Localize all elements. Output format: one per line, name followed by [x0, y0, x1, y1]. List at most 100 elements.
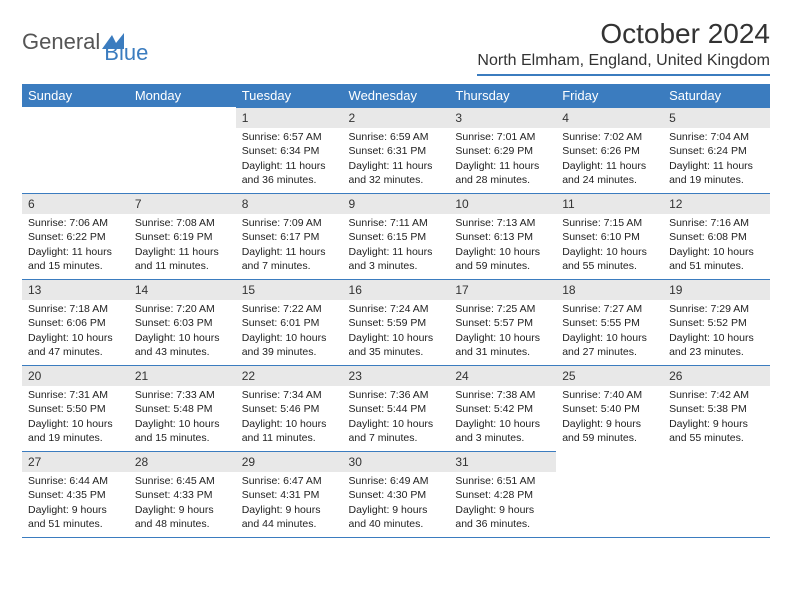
sunset-text: Sunset: 6:24 PM	[669, 144, 764, 158]
sunrise-text: Sunrise: 7:22 AM	[242, 302, 337, 316]
daylight-text: Daylight: 11 hours and 32 minutes.	[349, 159, 444, 187]
calendar-day-cell	[663, 451, 770, 537]
sunset-text: Sunset: 6:01 PM	[242, 316, 337, 330]
sunrise-text: Sunrise: 6:49 AM	[349, 474, 444, 488]
sunset-text: Sunset: 4:31 PM	[242, 488, 337, 502]
day-number: 9	[343, 193, 450, 214]
day-details: Sunrise: 7:06 AMSunset: 6:22 PMDaylight:…	[22, 214, 129, 277]
sunrise-text: Sunrise: 7:31 AM	[28, 388, 123, 402]
day-number: 24	[449, 365, 556, 386]
day-header: Friday	[556, 84, 663, 107]
daylight-text: Daylight: 11 hours and 24 minutes.	[562, 159, 657, 187]
sunset-text: Sunset: 4:35 PM	[28, 488, 123, 502]
daylight-text: Daylight: 9 hours and 36 minutes.	[455, 503, 550, 531]
sunset-text: Sunset: 6:29 PM	[455, 144, 550, 158]
sunrise-text: Sunrise: 7:27 AM	[562, 302, 657, 316]
day-details: Sunrise: 7:36 AMSunset: 5:44 PMDaylight:…	[343, 386, 450, 449]
day-number: 13	[22, 279, 129, 300]
calendar-table: Sunday Monday Tuesday Wednesday Thursday…	[22, 84, 770, 538]
day-details: Sunrise: 7:16 AMSunset: 6:08 PMDaylight:…	[663, 214, 770, 277]
calendar-day-cell: 13Sunrise: 7:18 AMSunset: 6:06 PMDayligh…	[22, 279, 129, 365]
daylight-text: Daylight: 10 hours and 19 minutes.	[28, 417, 123, 445]
calendar-day-cell: 4Sunrise: 7:02 AMSunset: 6:26 PMDaylight…	[556, 107, 663, 193]
sunrise-text: Sunrise: 7:08 AM	[135, 216, 230, 230]
daylight-text: Daylight: 9 hours and 55 minutes.	[669, 417, 764, 445]
daylight-text: Daylight: 10 hours and 3 minutes.	[455, 417, 550, 445]
sunset-text: Sunset: 6:22 PM	[28, 230, 123, 244]
daylight-text: Daylight: 9 hours and 44 minutes.	[242, 503, 337, 531]
day-details: Sunrise: 6:44 AMSunset: 4:35 PMDaylight:…	[22, 472, 129, 535]
calendar-day-cell: 15 Sunrise: 7:22 AMSunset: 6:01 PMDayligh…	[236, 279, 343, 365]
sunrise-text: Sunrise: 7:24 AM	[349, 302, 444, 316]
daylight-text: Daylight: 10 hours and 27 minutes.	[562, 331, 657, 359]
day-header-row: Sunday Monday Tuesday Wednesday Thursday…	[22, 84, 770, 107]
day-number: 15	[236, 279, 343, 300]
day-number: 20	[22, 365, 129, 386]
calendar-day-cell: 19Sunrise: 7:29 AMSunset: 5:52 PMDayligh…	[663, 279, 770, 365]
sunrise-text: Sunrise: 7:16 AM	[669, 216, 764, 230]
sunset-text: Sunset: 5:42 PM	[455, 402, 550, 416]
sunset-text: Sunset: 5:57 PM	[455, 316, 550, 330]
daylight-text: Daylight: 10 hours and 39 minutes.	[242, 331, 337, 359]
day-number: 23	[343, 365, 450, 386]
sunrise-text: Sunrise: 7:36 AM	[349, 388, 444, 402]
sunrise-text: Sunrise: 7:13 AM	[455, 216, 550, 230]
day-number: 11	[556, 193, 663, 214]
calendar-week-row: 6Sunrise: 7:06 AMSunset: 6:22 PMDaylight…	[22, 193, 770, 279]
day-details: Sunrise: 7:02 AMSunset: 6:26 PMDaylight:…	[556, 128, 663, 191]
day-header: Sunday	[22, 84, 129, 107]
sunset-text: Sunset: 4:33 PM	[135, 488, 230, 502]
calendar-day-cell: 20 Sunrise: 7:31 AMSunset: 5:50 PMDayligh…	[22, 365, 129, 451]
calendar-day-cell: 5Sunrise: 7:04 AMSunset: 6:24 PMDaylight…	[663, 107, 770, 193]
sunset-text: Sunset: 5:48 PM	[135, 402, 230, 416]
logo: General Blue	[22, 18, 148, 66]
calendar-day-cell: 30Sunrise: 6:49 AMSunset: 4:30 PMDayligh…	[343, 451, 450, 537]
calendar-day-cell: 7Sunrise: 7:08 AMSunset: 6:19 PMDaylight…	[129, 193, 236, 279]
day-details: Sunrise: 7:15 AMSunset: 6:10 PMDaylight:…	[556, 214, 663, 277]
day-details: Sunrise: 7:24 AMSunset: 5:59 PMDaylight:…	[343, 300, 450, 363]
daylight-text: Daylight: 10 hours and 47 minutes.	[28, 331, 123, 359]
sunset-text: Sunset: 5:52 PM	[669, 316, 764, 330]
calendar-day-cell: 3Sunrise: 7:01 AMSunset: 6:29 PMDaylight…	[449, 107, 556, 193]
calendar-day-cell: 26Sunrise: 7:42 AMSunset: 5:38 PMDayligh…	[663, 365, 770, 451]
day-number: 31	[449, 451, 556, 472]
calendar-day-cell: 27Sunrise: 6:44 AMSunset: 4:35 PMDayligh…	[22, 451, 129, 537]
calendar-day-cell: 18Sunrise: 7:27 AMSunset: 5:55 PMDayligh…	[556, 279, 663, 365]
sunset-text: Sunset: 6:06 PM	[28, 316, 123, 330]
calendar-day-cell: 24Sunrise: 7:38 AMSunset: 5:42 PMDayligh…	[449, 365, 556, 451]
day-details: Sunrise: 6:57 AMSunset: 6:34 PMDaylight:…	[236, 128, 343, 191]
calendar-day-cell: 31Sunrise: 6:51 AMSunset: 4:28 PMDayligh…	[449, 451, 556, 537]
sunset-text: Sunset: 5:50 PM	[28, 402, 123, 416]
calendar-day-cell	[556, 451, 663, 537]
day-details: Sunrise: 7:01 AMSunset: 6:29 PMDaylight:…	[449, 128, 556, 191]
sunset-text: Sunset: 6:13 PM	[455, 230, 550, 244]
sunrise-text: Sunrise: 7:42 AM	[669, 388, 764, 402]
sunrise-text: Sunrise: 7:34 AM	[242, 388, 337, 402]
sunset-text: Sunset: 5:46 PM	[242, 402, 337, 416]
calendar-day-cell: 8Sunrise: 7:09 AMSunset: 6:17 PMDaylight…	[236, 193, 343, 279]
sunrise-text: Sunrise: 7:11 AM	[349, 216, 444, 230]
logo-text-blue: Blue	[104, 40, 148, 66]
sunset-text: Sunset: 6:19 PM	[135, 230, 230, 244]
calendar-week-row: 27Sunrise: 6:44 AMSunset: 4:35 PMDayligh…	[22, 451, 770, 537]
day-number: 18	[556, 279, 663, 300]
day-number: 7	[129, 193, 236, 214]
location-label: North Elmham, England, United Kingdom	[477, 52, 770, 76]
sunset-text: Sunset: 6:15 PM	[349, 230, 444, 244]
sunset-text: Sunset: 5:59 PM	[349, 316, 444, 330]
day-number: 12	[663, 193, 770, 214]
daylight-text: Daylight: 10 hours and 31 minutes.	[455, 331, 550, 359]
daylight-text: Daylight: 9 hours and 51 minutes.	[28, 503, 123, 531]
daylight-text: Daylight: 9 hours and 40 minutes.	[349, 503, 444, 531]
calendar-day-cell: 2Sunrise: 6:59 AMSunset: 6:31 PMDaylight…	[343, 107, 450, 193]
daylight-text: Daylight: 10 hours and 15 minutes.	[135, 417, 230, 445]
calendar-day-cell: 1Sunrise: 6:57 AMSunset: 6:34 PMDaylight…	[236, 107, 343, 193]
day-details: Sunrise: 7:04 AMSunset: 6:24 PMDaylight:…	[663, 128, 770, 191]
sunset-text: Sunset: 6:26 PM	[562, 144, 657, 158]
day-details: Sunrise: 7:34 AMSunset: 5:46 PMDaylight:…	[236, 386, 343, 449]
calendar-day-cell: 6Sunrise: 7:06 AMSunset: 6:22 PMDaylight…	[22, 193, 129, 279]
daylight-text: Daylight: 11 hours and 3 minutes.	[349, 245, 444, 273]
calendar-day-cell: 17Sunrise: 7:25 AMSunset: 5:57 PMDayligh…	[449, 279, 556, 365]
day-number: 19	[663, 279, 770, 300]
calendar-day-cell	[22, 107, 129, 193]
